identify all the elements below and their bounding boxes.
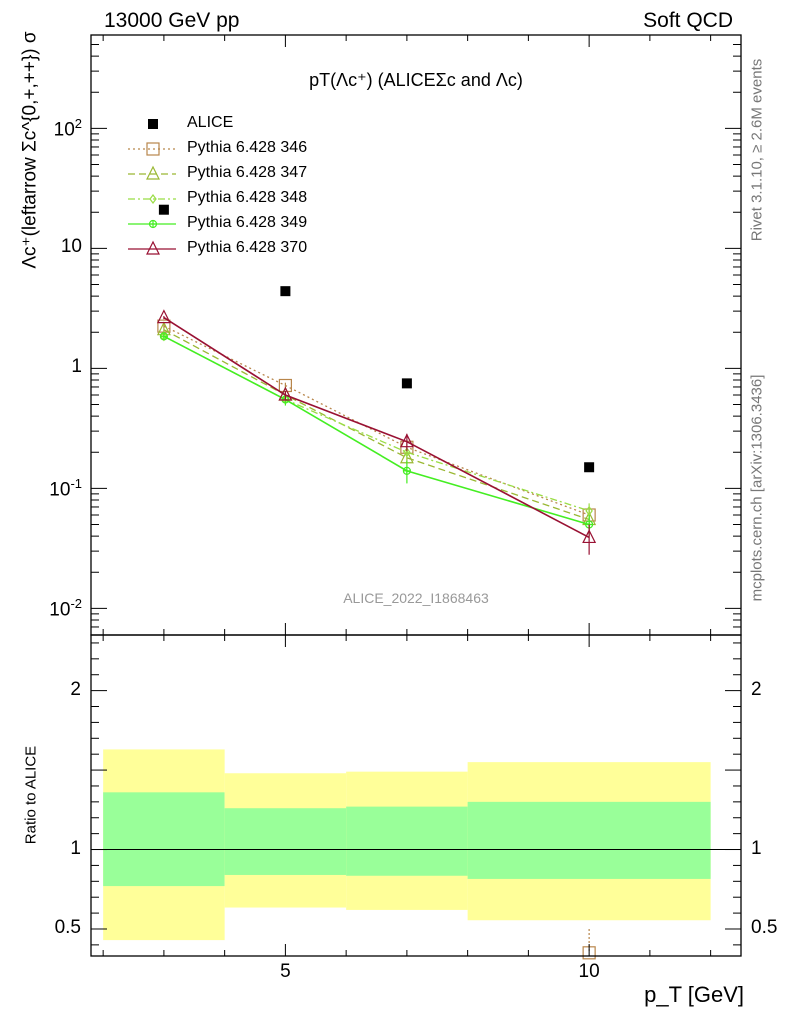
series-line-5 <box>163 316 590 539</box>
legend-marker-2 <box>146 165 160 180</box>
series-point <box>585 505 593 516</box>
y-tick-base: 10 <box>53 119 75 141</box>
header-right-label: Soft QCD <box>643 9 733 32</box>
series-line-3 <box>163 335 590 512</box>
ratio-band-inner <box>467 801 711 879</box>
series-point <box>278 386 293 401</box>
y-tick-label: 10-1 <box>49 476 82 501</box>
series-line-2 <box>163 329 590 521</box>
y-tick-label: 1 <box>71 356 82 378</box>
alice-data-point <box>401 378 412 389</box>
legend-entry-label: Pythia 6.428 347 <box>187 164 308 181</box>
y-tick-exponent: -2 <box>70 596 82 612</box>
series-line-1 <box>163 325 590 516</box>
ratio-tick-label-left: 0.5 <box>54 916 81 938</box>
watermark-label: ALICE_2022_I1868463 <box>343 590 489 606</box>
y-axis-label: Λc⁺(leftarrow Σc^{0,+,++}) σ <box>19 31 41 269</box>
series-point <box>582 529 597 544</box>
legend-entry-label: ALICE <box>187 114 234 131</box>
legend <box>128 119 176 255</box>
ratio-panel-frame <box>90 634 742 957</box>
ratio-band-inner <box>224 808 347 875</box>
series-point <box>399 433 414 448</box>
chart-title: pT(Λc⁺) (ALICEΣc and Λc) <box>0 70 786 91</box>
legend-entry-label: Pythia 6.428 370 <box>187 239 308 256</box>
mcplots-side-label: mcplots.cern.ch [arXiv:1306.3436] <box>748 374 766 602</box>
ratio-tick-label-right: 0.5 <box>751 916 778 938</box>
ratio-tick-label-right: 1 <box>751 837 762 859</box>
ratio-band-inner <box>103 792 225 887</box>
legend-marker-1 <box>146 142 160 156</box>
legend-entry-label: Pythia 6.428 346 <box>187 139 308 156</box>
axis-ticks <box>91 34 741 956</box>
legend-entry-label: Pythia 6.428 348 <box>187 189 308 206</box>
alice-data-point <box>584 462 595 473</box>
ratio-band-inner <box>346 806 468 876</box>
y-tick-exponent: 2 <box>74 116 82 132</box>
ratio-y-axis-label: Ratio to ALICE <box>22 745 40 845</box>
y-tick-label: 10-2 <box>49 596 82 621</box>
y-tick-label: 102 <box>54 116 82 141</box>
legend-marker-5 <box>146 240 160 255</box>
alice-data-point <box>158 204 169 215</box>
alice-data-points <box>158 204 595 473</box>
ratio-tick-label-left: 2 <box>70 678 81 700</box>
series-point <box>156 309 171 324</box>
series-lines <box>156 309 597 960</box>
x-tick-label: 10 <box>578 961 600 982</box>
y-tick-label: 10 <box>60 236 82 258</box>
y-tick-base: 10 <box>49 479 71 501</box>
legend-entry-label: Pythia 6.428 349 <box>187 214 308 231</box>
y-tick-base: 10 <box>49 599 71 621</box>
alice-data-point <box>280 286 291 297</box>
x-axis-label: p_T [GeV] <box>644 982 744 1007</box>
series-point <box>403 447 411 458</box>
ratio-tick-label-right: 2 <box>751 678 762 700</box>
plot-frames <box>90 34 742 957</box>
series-line-4 <box>163 335 590 526</box>
y-tick-exponent: -1 <box>70 476 82 492</box>
legend-alice-marker <box>148 119 158 129</box>
legend-marker-3 <box>149 194 157 204</box>
rivet-side-label: Rivet 3.1.10, ≥ 2.6M events <box>748 58 766 242</box>
x-tick-label: 5 <box>280 961 291 982</box>
header-left-label: 13000 GeV pp <box>104 9 240 32</box>
ratio-tick-label-left: 1 <box>70 837 81 859</box>
ratio-uncertainty-bands <box>103 749 711 941</box>
chart-title-text: pT(Λc⁺) (ALICEΣc and Λc) <box>309 70 523 90</box>
